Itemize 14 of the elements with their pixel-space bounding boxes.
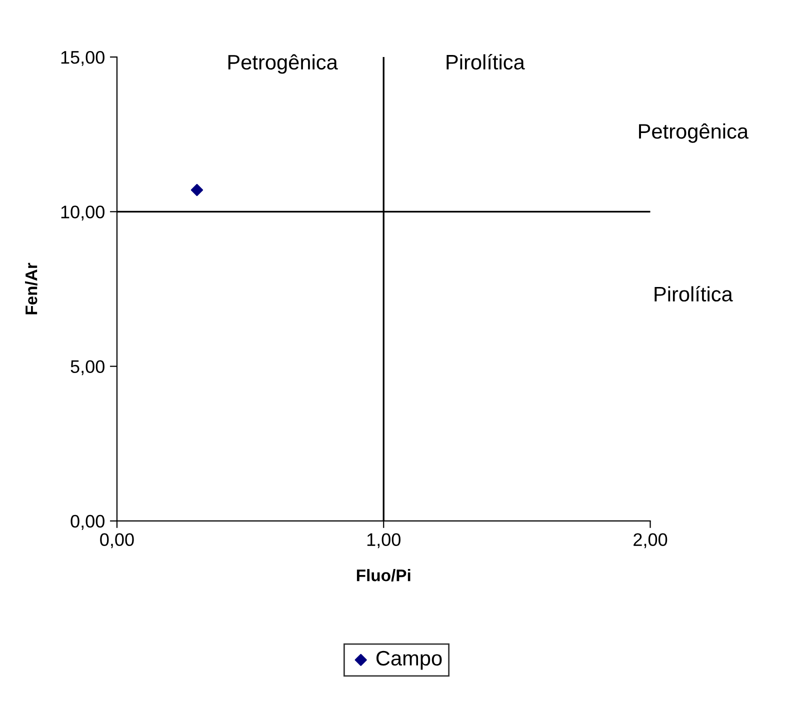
annotation: Petrogênica <box>228 54 338 74</box>
y-tick-label: 15,00 <box>61 50 104 66</box>
y-tick-label: 0,00 <box>70 514 104 530</box>
x-tick-label: 1,00 <box>367 533 400 548</box>
y-tick-label: 10,00 <box>61 206 104 221</box>
text: Pirolítica <box>654 286 733 302</box>
y-axis-title: Fen/Ar <box>25 262 38 314</box>
x-tick-label: 2,00 <box>634 533 668 548</box>
x-axis-title: Fluo/Pi <box>356 569 410 582</box>
annotation: Petrogênica <box>639 123 749 143</box>
x-tick-label: 0,00 <box>100 533 134 548</box>
legend-label: Campo <box>376 650 442 670</box>
annotation: Pirolítica <box>446 54 525 70</box>
y-tick-label: 5,00 <box>70 360 104 376</box>
